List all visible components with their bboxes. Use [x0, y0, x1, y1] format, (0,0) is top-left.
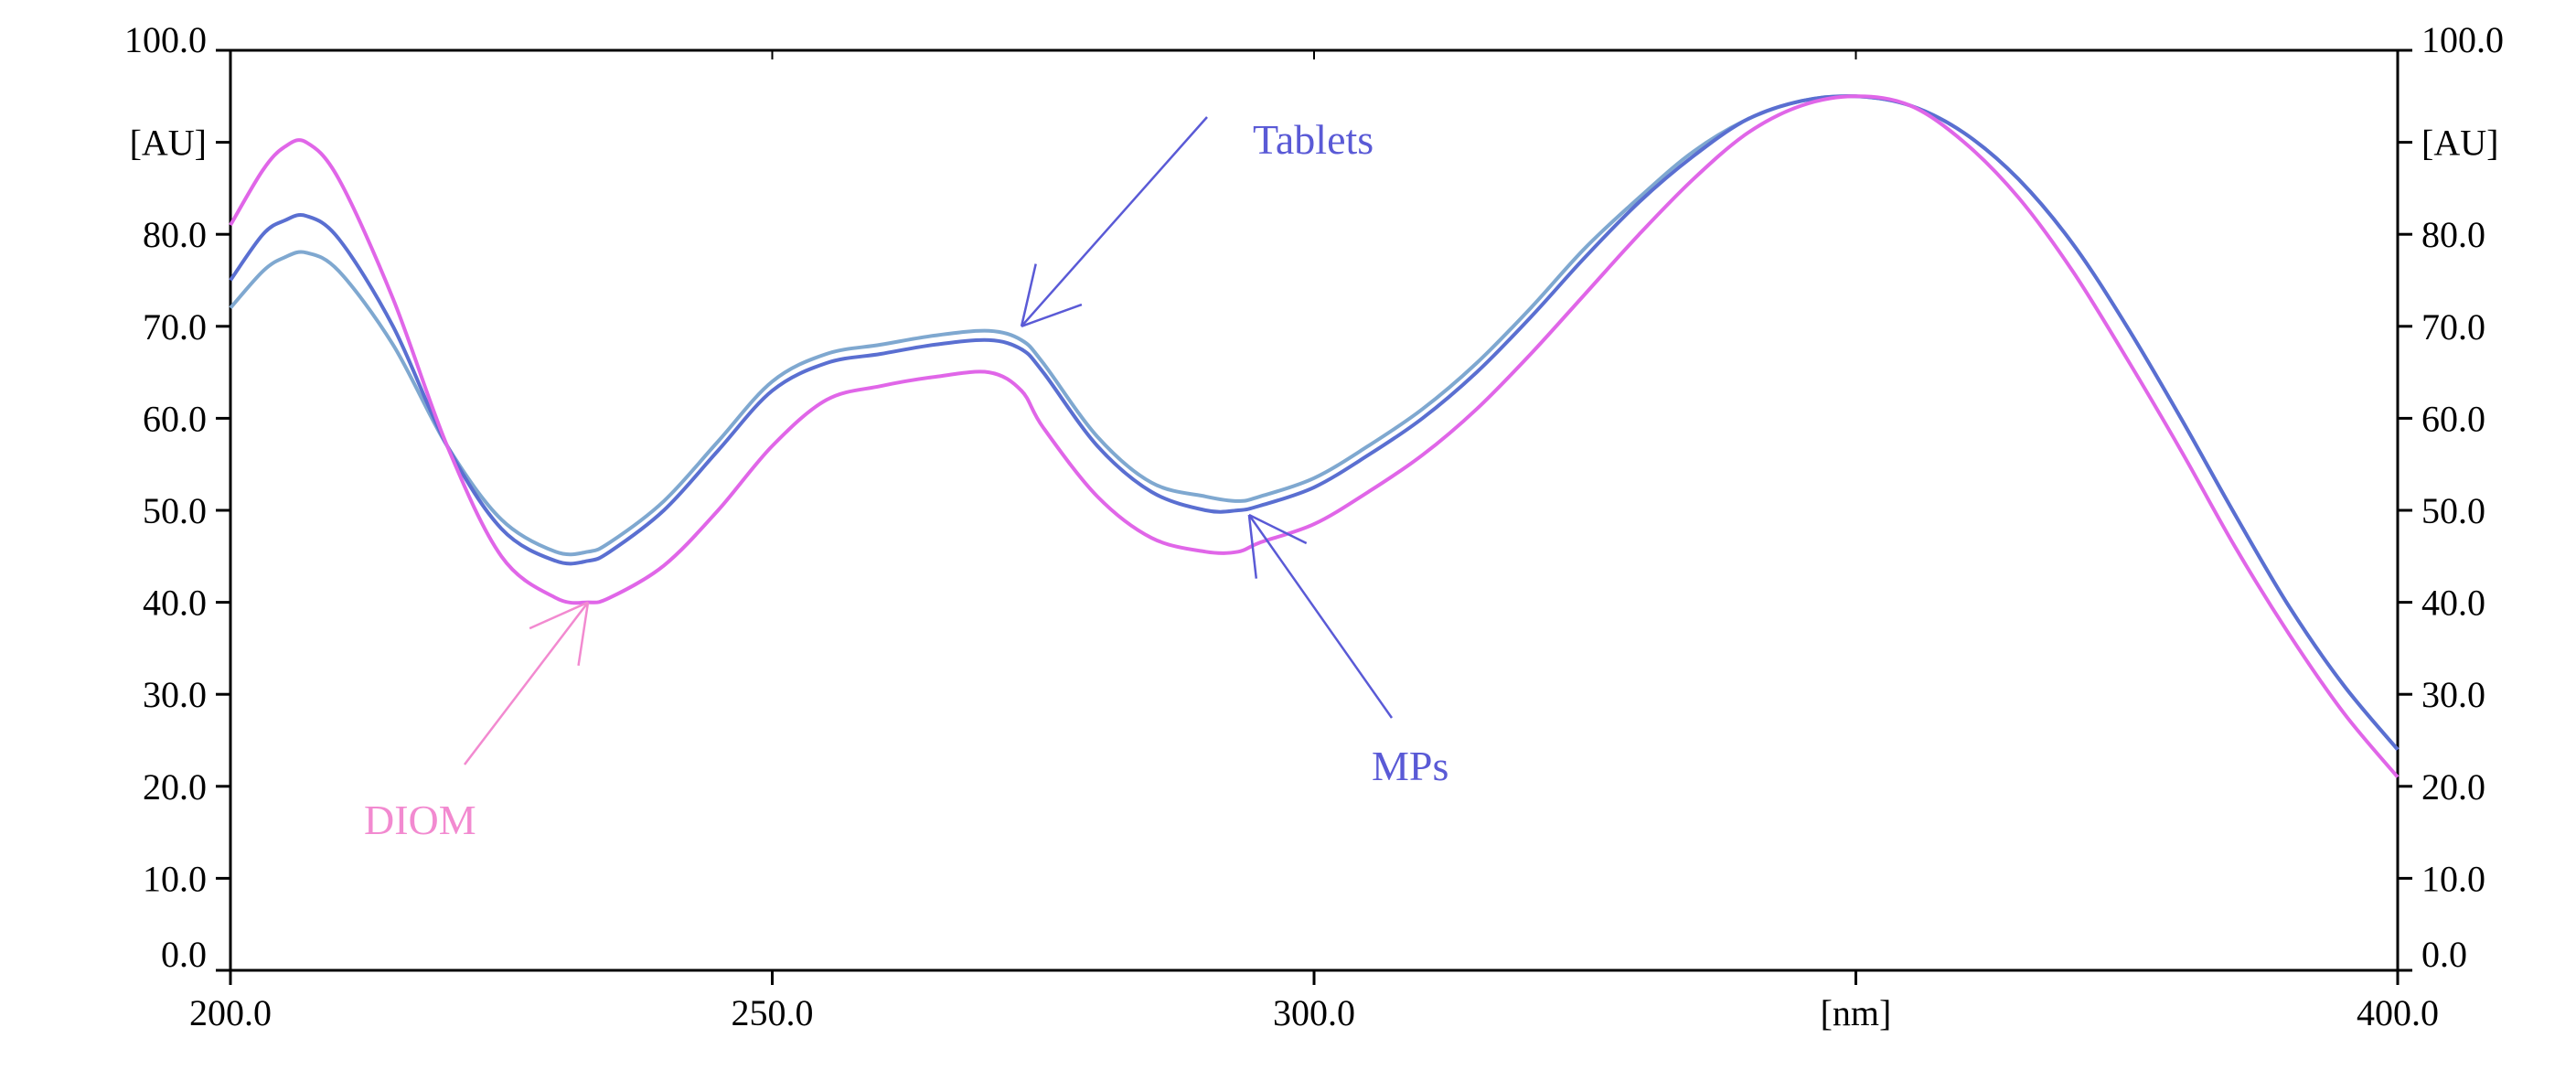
- y-tick-label-left: 0.0: [161, 934, 207, 975]
- series-line-tablets: [229, 94, 2400, 751]
- series-line-diom: [229, 94, 2400, 778]
- y-tick-label-left: 50.0: [143, 490, 207, 531]
- annotation-arrowhead-tablets: [1021, 303, 1083, 327]
- y-tick-label-right: 20.0: [2421, 766, 2485, 808]
- y-tick-label-right: [AU]: [2421, 123, 2498, 164]
- y-tick-label-right: 0.0: [2421, 934, 2467, 975]
- plot-frame: [229, 48, 2400, 972]
- annotation-arrowhead-mps: [1247, 514, 1258, 579]
- annotation-arrowhead-tablets: [1020, 263, 1037, 327]
- annotations: Tablets MPs DIOM: [364, 116, 1448, 843]
- x-tick-label: 400.0: [2357, 992, 2439, 1033]
- y-tick-label-left: 40.0: [143, 583, 207, 624]
- annotation-arrowhead-diom: [529, 601, 589, 630]
- x-tick-label: [nm]: [1821, 992, 1892, 1033]
- y-tick-label-left: 60.0: [143, 398, 207, 439]
- axis-ticks: 0.0 0.0 10.0 10.0 20.0 20.0 30.0 30.0 40.0 40.0 50…: [124, 19, 2504, 1033]
- y-tick-label-left: [AU]: [130, 123, 207, 164]
- y-tick-label-right: 50.0: [2421, 490, 2485, 531]
- annotation-arrow-diom: [464, 601, 590, 765]
- series-lines: [229, 94, 2400, 778]
- y-tick-label-right: 40.0: [2421, 583, 2485, 624]
- y-tick-label-left: 80.0: [143, 214, 207, 255]
- annotation-arrow-tablets: [1021, 116, 1208, 327]
- y-tick-label-right: 80.0: [2421, 214, 2485, 255]
- x-tick-label: 300.0: [1273, 992, 1355, 1033]
- annotation-arrowhead-mps: [1248, 513, 1308, 545]
- y-tick-label-right: 30.0: [2421, 674, 2485, 715]
- y-tick-label-left: 20.0: [143, 766, 207, 808]
- y-tick-label-right: 100.0: [2421, 19, 2504, 60]
- x-tick-label: 200.0: [189, 992, 272, 1033]
- annotation-label-diom: DIOM: [364, 797, 476, 843]
- y-tick-label-left: 10.0: [143, 858, 207, 899]
- y-tick-label-left: 70.0: [143, 306, 207, 348]
- annotation-label-tablets: Tablets: [1253, 116, 1374, 163]
- series-line-mps: [229, 94, 2400, 751]
- y-tick-label-right: 70.0: [2421, 306, 2485, 348]
- annotation-arrowhead-diom: [577, 602, 590, 666]
- annotation-label-mps: MPs: [1372, 743, 1448, 789]
- y-tick-label-left: 30.0: [143, 674, 207, 715]
- y-tick-label-left: 100.0: [124, 19, 207, 60]
- y-tick-label-right: 60.0: [2421, 398, 2485, 439]
- x-tick-label: 250.0: [732, 992, 814, 1033]
- y-tick-label-right: 10.0: [2421, 858, 2485, 899]
- annotation-arrow-mps: [1247, 514, 1394, 719]
